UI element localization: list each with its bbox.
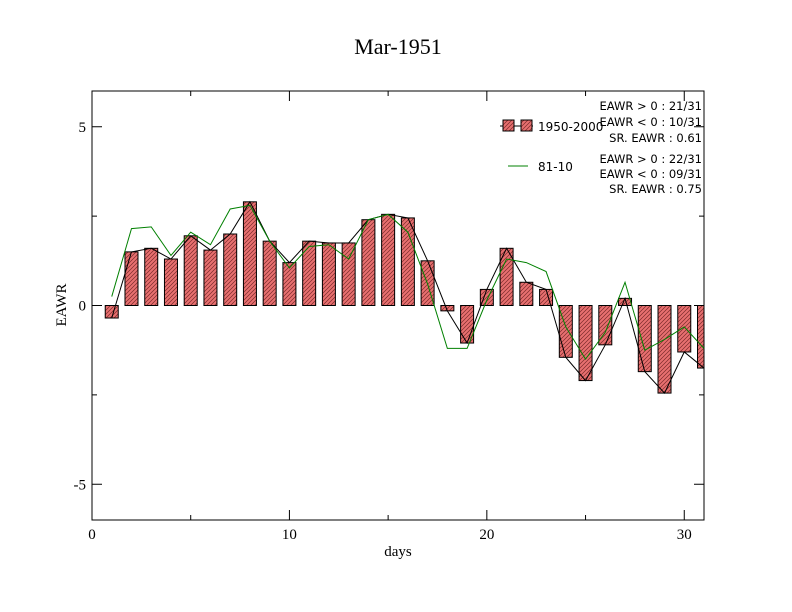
y-tick-label: 0: [79, 299, 87, 315]
legend-label-1950-2000: 1950-2000: [538, 120, 603, 134]
bar-day-2: [124, 251, 139, 306]
stat-1950-2000-sr: SR. EAWR : 0.61: [609, 131, 702, 145]
x-tick-label: 10: [282, 527, 297, 543]
bar-day-16: [400, 217, 415, 307]
bar-day-3: [144, 247, 159, 307]
line-1950-2000: [111, 200, 705, 394]
bar-day-15: [381, 213, 396, 306]
chart-title: Mar-1951: [354, 34, 442, 59]
y-tick-label: -5: [74, 477, 87, 493]
bar-day-31: [697, 305, 705, 369]
legend-bar-swatch-right: [520, 119, 533, 132]
bar-day-12: [321, 242, 336, 306]
bar-day-7: [223, 233, 238, 306]
bar-day-13: [341, 242, 356, 306]
bar-day-28: [637, 305, 652, 373]
bar-day-22: [519, 281, 534, 307]
bar-day-5: [183, 235, 198, 307]
legend-bar-swatch-left: [502, 119, 515, 132]
line-81-10: [111, 204, 705, 361]
bar-day-8: [242, 201, 257, 306]
bar-day-29: [657, 305, 672, 394]
bar-day-9: [262, 240, 277, 306]
line-series: [111, 200, 705, 394]
bar-day-30: [677, 305, 692, 353]
bar-day-14: [361, 219, 376, 306]
x-tick-label: 0: [88, 527, 96, 543]
bar-day-10: [282, 262, 297, 307]
bar-day-4: [163, 258, 178, 306]
stat-1950-2000-negative: EAWR < 0 : 10/31: [600, 115, 702, 129]
y-tick-label: 5: [79, 120, 87, 136]
bar-day-6: [203, 249, 218, 306]
stats-block: EAWR > 0 : 21/31 EAWR < 0 : 10/31 SR. EA…: [600, 99, 702, 196]
y-axis-label: EAWR: [54, 284, 70, 327]
bar-day-1: [104, 305, 119, 319]
legend: 1950-2000 81-10: [500, 119, 603, 174]
stat-81-10-negative: EAWR < 0 : 09/31: [600, 167, 702, 181]
stat-81-10-positive: EAWR > 0 : 22/31: [600, 152, 702, 166]
axes: 0 10 20 30 -5 0 5: [74, 91, 704, 543]
bar-day-23: [539, 288, 554, 307]
legend-label-81-10: 81-10: [538, 160, 573, 174]
stat-1950-2000-positive: EAWR > 0 : 21/31: [600, 99, 702, 113]
x-tick-label: 20: [479, 527, 494, 543]
stat-81-10-sr: SR. EAWR : 0.75: [609, 182, 702, 196]
bar-day-25: [578, 305, 593, 382]
x-axis-label: days: [384, 544, 412, 560]
bar-series-1950-2000: [104, 201, 705, 394]
x-tick-label: 30: [677, 527, 692, 543]
